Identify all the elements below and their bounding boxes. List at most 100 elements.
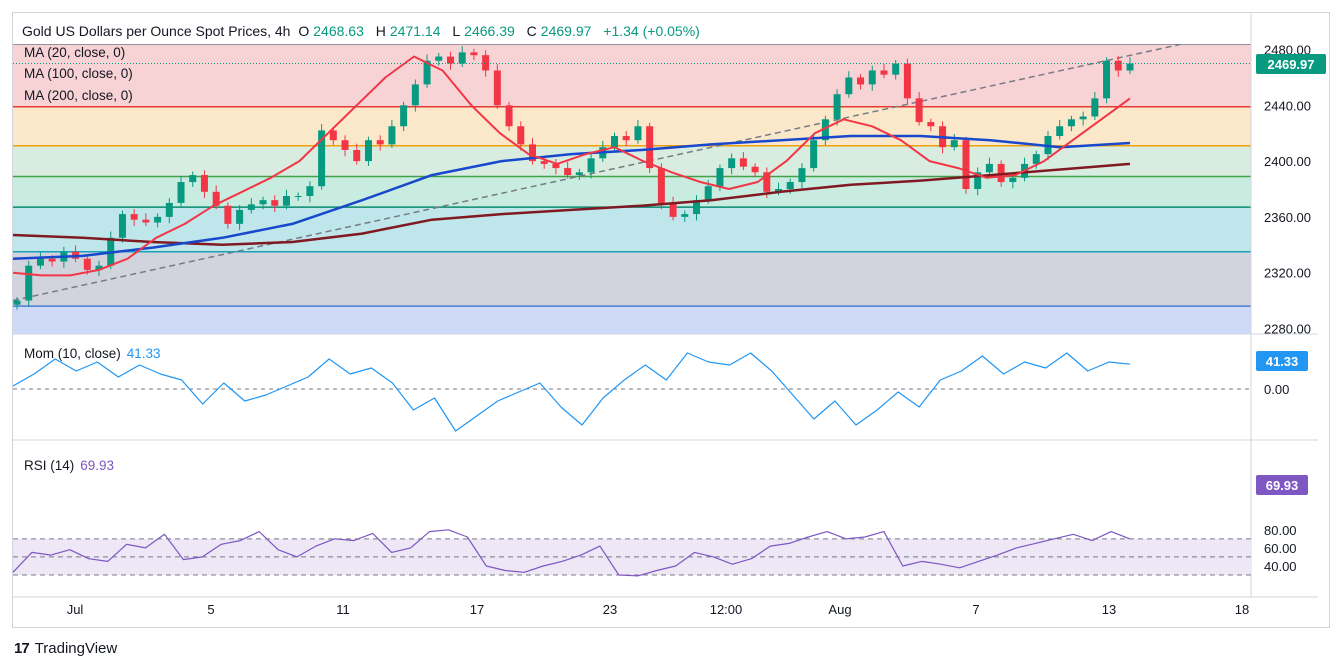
candle [259, 200, 267, 205]
price-tag: 2469.97 [1256, 54, 1326, 74]
candle [48, 258, 56, 262]
candle [341, 140, 349, 150]
close-value: 2469.97 [540, 23, 592, 39]
tradingview-logo[interactable]: 17 TradingView [14, 640, 117, 657]
candle [669, 202, 677, 217]
ma20-line [13, 55, 1131, 277]
candle [798, 168, 806, 183]
candle [657, 168, 665, 203]
rsi-legend[interactable]: RSI (14) 69.93 [24, 458, 115, 473]
candle [1126, 63, 1134, 71]
price-tick-label: 2360.00 [1264, 210, 1311, 225]
candle [985, 163, 993, 173]
candle [857, 77, 865, 85]
time-tick-label: 7 [972, 602, 979, 617]
candle [423, 60, 431, 85]
candle [540, 161, 548, 164]
candle [997, 163, 1005, 183]
candle [458, 52, 466, 64]
time-tick-label: 5 [207, 602, 214, 617]
candle [786, 182, 794, 189]
ma20-legend[interactable]: MA (20, close, 0) [24, 45, 126, 60]
candle [646, 126, 654, 169]
candle [1067, 119, 1075, 127]
candle [880, 70, 888, 75]
candle [224, 205, 232, 224]
candle [833, 94, 841, 120]
candle [25, 265, 33, 301]
chart-frame [12, 12, 1330, 628]
candle [435, 56, 443, 61]
candle [739, 158, 747, 167]
candle [165, 202, 173, 217]
candle [693, 200, 701, 215]
candle [482, 55, 490, 71]
brand-name: TradingView [34, 640, 118, 657]
candle [376, 140, 384, 145]
candle [704, 186, 712, 201]
candle [236, 209, 244, 224]
candle [247, 204, 255, 210]
ma100-legend[interactable]: MA (100, close, 0) [24, 66, 133, 81]
tradingview-logo-icon: 17 [14, 640, 30, 657]
candle [388, 126, 396, 145]
candle [716, 168, 724, 187]
candle [177, 182, 185, 203]
candle [821, 119, 829, 141]
price-tick-label: 2480.00 [1264, 43, 1311, 58]
open-value: 2468.63 [313, 23, 364, 39]
candle [95, 265, 103, 270]
symbol-title: Gold US Dollars per Ounce Spot Prices, 4… [22, 23, 291, 39]
candle [505, 105, 513, 127]
candle [411, 84, 419, 106]
time-tick-label: 18 [1235, 602, 1249, 617]
ma200-line [13, 162, 1131, 247]
candle [1056, 126, 1064, 137]
candle [189, 175, 197, 183]
candle [903, 63, 911, 99]
time-tick-label: 12:00 [710, 602, 743, 617]
candle [130, 214, 138, 220]
candle [950, 140, 958, 148]
candle [470, 52, 478, 56]
candle [927, 122, 935, 127]
candle [1103, 60, 1111, 99]
time-tick-label: 13 [1102, 602, 1116, 617]
candle [13, 300, 21, 305]
candle [728, 158, 736, 169]
momentum-tick-label: 0.00 [1264, 382, 1289, 397]
candle [271, 200, 279, 206]
fib-zone [13, 106, 1251, 146]
price-tick-label: 2400.00 [1264, 154, 1311, 169]
tick-labels: 2480.00 2440.00 2400.00 2360.00 2320.00 2280.… [67, 43, 1311, 617]
candle [1114, 60, 1122, 71]
time-tick-label: 11 [336, 602, 350, 617]
fib-zone [13, 251, 1251, 307]
momentum-legend[interactable]: Mom (10, close) 41.33 [24, 346, 161, 361]
candle [446, 56, 454, 64]
ma200-legend[interactable]: MA (200, close, 0) [24, 88, 133, 103]
candle [587, 158, 595, 173]
rsi-line [13, 529, 1131, 577]
candle [681, 214, 689, 217]
price-tick-label: 2440.00 [1264, 98, 1311, 113]
candle [142, 219, 150, 223]
candle [1079, 116, 1087, 120]
fib-zone [13, 306, 1251, 334]
high-value: 2471.14 [389, 23, 441, 39]
rsi-tag: 69.93 [1256, 475, 1308, 495]
time-tick-label: 23 [603, 602, 617, 617]
candle [611, 136, 619, 148]
candle [974, 172, 982, 189]
axes [13, 13, 1318, 598]
price-tick-label: 2280.00 [1264, 321, 1311, 336]
candle [810, 140, 818, 169]
price-tick-label: 2320.00 [1264, 266, 1311, 281]
low-value: 2466.39 [464, 23, 515, 39]
candle [83, 258, 91, 270]
fib-zone [13, 176, 1251, 208]
candle [400, 105, 408, 127]
candle [1091, 98, 1099, 117]
candle [294, 195, 302, 197]
